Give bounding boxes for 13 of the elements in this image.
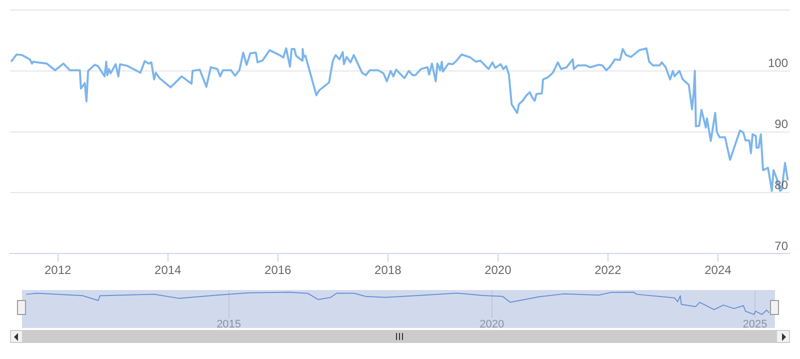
x-tick-label: 2024 (704, 263, 732, 278)
y-tick-label: 100 (768, 56, 788, 70)
x-tick-label: 2022 (594, 263, 622, 278)
x-tick-label: 2018 (374, 263, 402, 278)
x-tick-label: 2025 (742, 318, 768, 330)
x-tick-label: 2016 (264, 263, 292, 278)
x-tick-label: 2020 (484, 263, 512, 278)
y-tick-label: 70 (774, 238, 788, 253)
x-tick-label: 2015 (216, 318, 242, 330)
x-tick-label: 2014 (154, 263, 182, 278)
x-tick-label: 2020 (480, 318, 504, 330)
y-tick-label: 90 (774, 117, 788, 132)
x-tick-label: 2012 (44, 263, 72, 278)
